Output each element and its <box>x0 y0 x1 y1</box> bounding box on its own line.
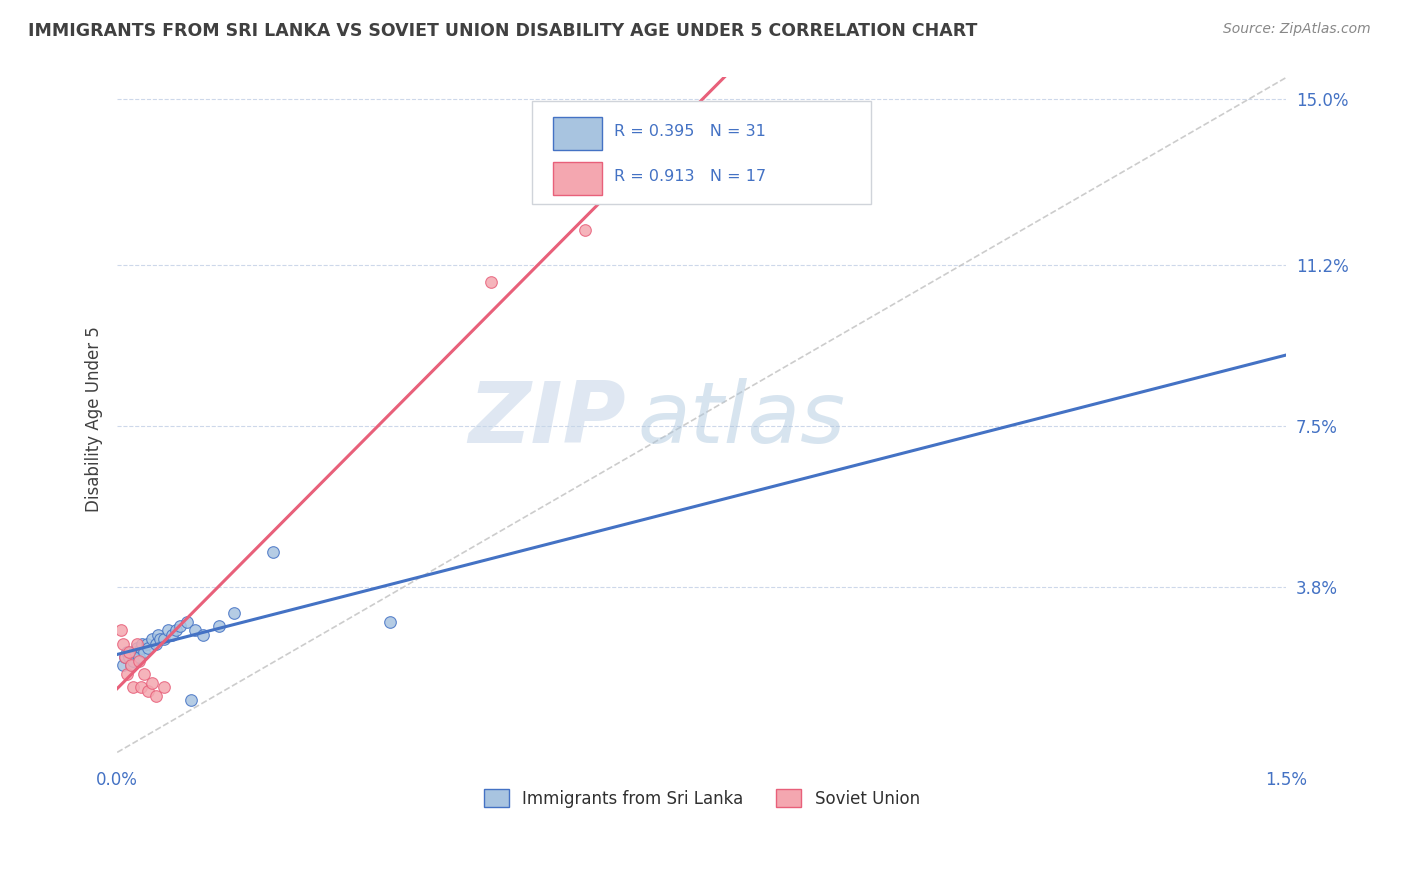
Point <box>134 645 156 659</box>
Point <box>574 223 596 237</box>
Point <box>207 619 229 633</box>
Text: IMMIGRANTS FROM SRI LANKA VS SOVIET UNION DISABILITY AGE UNDER 5 CORRELATION CHA: IMMIGRANTS FROM SRI LANKA VS SOVIET UNIO… <box>28 22 977 40</box>
Point <box>138 684 160 698</box>
Point <box>112 658 135 673</box>
Point <box>121 680 143 694</box>
Point <box>128 654 150 668</box>
Point <box>160 628 183 642</box>
Point <box>135 636 157 650</box>
Text: atlas: atlas <box>637 377 845 461</box>
Point <box>115 667 138 681</box>
Point <box>129 640 152 655</box>
Point <box>146 628 169 642</box>
Point <box>262 545 284 559</box>
Point <box>156 624 179 638</box>
Point <box>180 693 202 707</box>
Point <box>138 640 160 655</box>
Point <box>120 658 142 673</box>
Point <box>153 680 176 694</box>
Text: ZIP: ZIP <box>468 377 626 461</box>
Point <box>134 667 156 681</box>
Point <box>184 624 207 638</box>
Point <box>145 689 167 703</box>
Point <box>149 632 172 647</box>
FancyBboxPatch shape <box>533 102 872 204</box>
Point <box>191 628 214 642</box>
Point <box>224 606 246 620</box>
Point <box>125 640 148 655</box>
Y-axis label: Disability Age Under 5: Disability Age Under 5 <box>86 326 103 512</box>
Text: R = 0.913   N = 17: R = 0.913 N = 17 <box>614 169 766 184</box>
Point <box>118 649 141 664</box>
Point <box>128 649 150 664</box>
Point <box>153 632 176 647</box>
Point <box>121 654 143 668</box>
Point <box>115 645 138 659</box>
Point <box>129 680 152 694</box>
Point <box>110 624 132 638</box>
Text: Source: ZipAtlas.com: Source: ZipAtlas.com <box>1223 22 1371 37</box>
Point <box>131 636 153 650</box>
Point <box>176 615 198 629</box>
Point <box>124 645 146 659</box>
Text: R = 0.395   N = 31: R = 0.395 N = 31 <box>614 124 766 139</box>
Point <box>114 649 136 664</box>
Point <box>479 275 502 289</box>
Point <box>141 675 163 690</box>
Point <box>169 619 191 633</box>
Point <box>112 636 135 650</box>
Point <box>118 645 141 659</box>
Legend: Immigrants from Sri Lanka, Soviet Union: Immigrants from Sri Lanka, Soviet Union <box>477 783 927 814</box>
FancyBboxPatch shape <box>554 161 602 195</box>
Point <box>378 615 401 629</box>
Point <box>120 658 142 673</box>
Point <box>141 632 163 647</box>
Point <box>114 649 136 664</box>
FancyBboxPatch shape <box>554 117 602 150</box>
Point <box>165 624 187 638</box>
Point <box>145 636 167 650</box>
Point <box>125 636 148 650</box>
